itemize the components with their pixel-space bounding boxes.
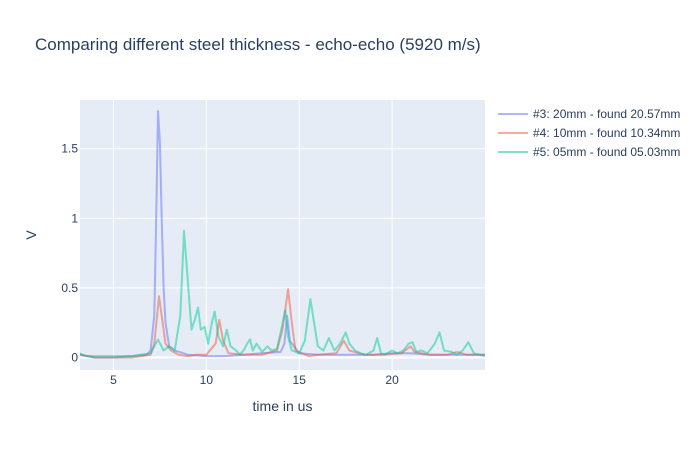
x-axis-title: time in us [253,398,313,414]
x-tick-labels: 5 10 15 20 [110,373,399,387]
legend-item-label[interactable]: #4: 10mm - found 10.34mm [533,126,680,140]
y-tick-label: 0 [71,350,78,364]
legend-item-label[interactable]: #3: 20mm - found 20.57mm [533,107,680,121]
legend[interactable]: #3: 20mm - found 20.57mm #4: 10mm - found… [498,107,680,159]
x-tick-label: 10 [200,373,214,387]
x-tick-label: 15 [293,373,307,387]
chart-title: Comparing different steel thickness - ec… [35,35,481,54]
legend-item-label[interactable]: #5: 05mm - found 05.03mm [533,145,680,159]
grid-lines [80,100,485,370]
y-tick-label: 0.5 [61,281,78,295]
x-tick-label: 20 [385,373,399,387]
y-tick-label: 1.5 [61,142,78,156]
series-line-4 [80,288,485,359]
series-lines [80,110,485,359]
x-tick-label: 5 [110,373,117,387]
y-tick-labels: 0 0.5 1 1.5 [61,142,78,365]
y-tick-label: 1 [71,211,78,225]
y-axis-title: V [23,230,39,240]
series-line-5 [80,229,485,358]
